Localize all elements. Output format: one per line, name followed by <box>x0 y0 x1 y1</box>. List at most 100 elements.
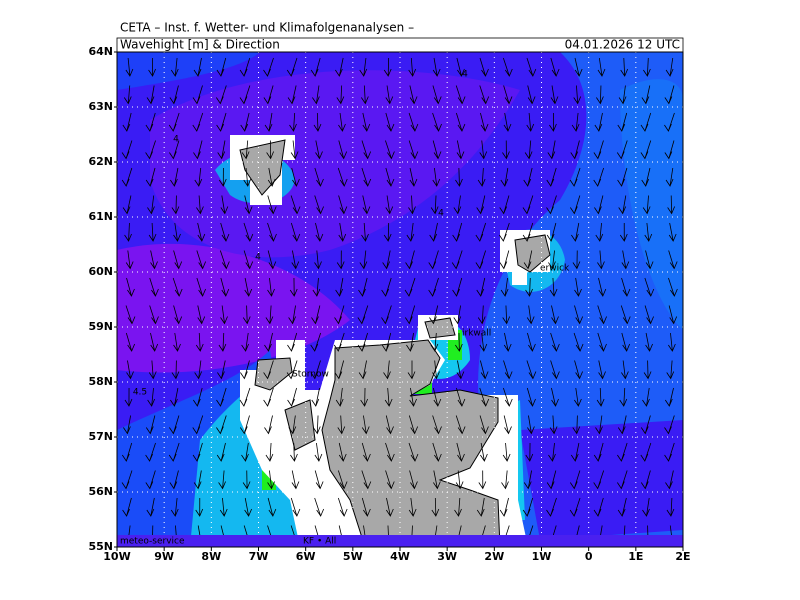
direction-arrow <box>291 250 300 270</box>
direction-arrow <box>597 57 606 77</box>
direction-arrow <box>123 85 132 105</box>
direction-arrow <box>409 85 418 105</box>
direction-arrow <box>408 140 419 160</box>
direction-arrow <box>667 195 676 215</box>
direction-arrow <box>570 442 580 462</box>
direction-arrow <box>150 250 158 270</box>
direction-arrow <box>640 112 652 132</box>
direction-arrow <box>479 57 489 77</box>
direction-arrow <box>290 442 298 462</box>
direction-arrow <box>239 57 251 77</box>
direction-arrow <box>429 222 438 242</box>
direction-arrow <box>620 305 631 325</box>
direction-arrow <box>220 195 229 215</box>
direction-arrow <box>455 332 463 352</box>
direction-arrow <box>571 222 580 242</box>
direction-arrow <box>195 497 204 517</box>
direction-arrow <box>362 195 371 215</box>
direction-arrow <box>147 387 156 407</box>
direction-arrow <box>239 387 251 407</box>
y-axis-label: 62N <box>88 155 113 168</box>
direction-arrow <box>216 442 226 462</box>
contour-label: 4 <box>255 253 261 263</box>
direction-arrow <box>385 112 395 132</box>
direction-arrow <box>193 57 202 77</box>
direction-arrow <box>218 332 227 352</box>
direction-arrow <box>574 360 583 380</box>
direction-arrow <box>668 250 678 270</box>
direction-arrow <box>621 250 630 270</box>
direction-arrow <box>336 85 345 105</box>
direction-arrow <box>455 112 466 132</box>
direction-arrow <box>409 387 417 407</box>
direction-arrow <box>597 305 607 325</box>
direction-arrow <box>574 305 584 325</box>
direction-arrow <box>668 305 678 325</box>
direction-arrow <box>147 195 155 215</box>
direction-arrow <box>479 387 490 407</box>
direction-arrow <box>267 497 277 517</box>
direction-arrow <box>172 277 183 297</box>
direction-arrow <box>479 360 489 380</box>
footer-right: KF • All <box>303 537 336 547</box>
direction-arrow <box>148 222 157 242</box>
direction-arrow <box>477 167 486 187</box>
direction-arrow <box>620 57 629 77</box>
direction-arrow <box>314 470 324 490</box>
x-axis-label: 6W <box>296 550 316 563</box>
direction-arrow <box>149 277 159 297</box>
direction-arrow <box>408 415 419 435</box>
footer-left: meteo-service <box>120 537 185 547</box>
direction-arrow <box>432 360 440 380</box>
direction-arrow <box>145 140 156 160</box>
direction-arrow <box>432 85 442 105</box>
direction-arrow <box>499 195 510 215</box>
direction-arrow <box>216 387 227 407</box>
direction-arrow <box>337 167 348 187</box>
direction-arrow <box>125 332 136 352</box>
direction-arrow <box>121 140 133 160</box>
direction-arrow <box>408 442 419 462</box>
direction-arrow <box>574 57 583 77</box>
direction-arrow <box>148 57 156 77</box>
direction-arrow <box>310 360 321 380</box>
direction-arrow <box>454 497 462 517</box>
direction-arrow <box>358 360 367 380</box>
wave-field <box>117 52 683 547</box>
direction-arrow <box>168 112 180 132</box>
direction-arrow <box>310 332 321 352</box>
direction-arrow <box>196 277 206 297</box>
direction-arrow <box>668 332 676 352</box>
direction-arrow <box>573 332 584 352</box>
y-axis-label: 61N <box>88 210 113 223</box>
direction-arrow <box>664 415 675 435</box>
direction-arrow <box>499 250 510 270</box>
direction-arrow <box>501 470 509 490</box>
direction-arrow <box>125 305 136 325</box>
direction-arrow <box>523 167 533 187</box>
direction-arrow <box>291 470 300 490</box>
direction-arrow <box>290 195 301 215</box>
direction-arrow <box>476 497 485 517</box>
direction-arrow <box>338 112 346 132</box>
direction-arrow <box>219 250 230 270</box>
place-label: erwick <box>540 264 570 274</box>
direction-arrow <box>361 470 372 490</box>
direction-arrow <box>408 112 419 132</box>
direction-arrow <box>381 305 392 325</box>
direction-arrow <box>432 167 441 187</box>
direction-arrow <box>429 305 439 325</box>
direction-arrow <box>569 497 581 517</box>
direction-arrow <box>264 112 273 132</box>
direction-arrow <box>383 360 391 380</box>
direction-arrow <box>475 250 487 270</box>
x-axis-label: 4W <box>390 550 410 563</box>
direction-arrow <box>432 387 442 407</box>
direction-arrow <box>125 57 134 77</box>
direction-arrow <box>170 167 179 187</box>
direction-arrow <box>263 85 274 105</box>
direction-arrow <box>196 195 204 215</box>
direction-arrow <box>196 250 207 270</box>
direction-arrow <box>593 167 605 187</box>
direction-arrow <box>361 222 369 242</box>
